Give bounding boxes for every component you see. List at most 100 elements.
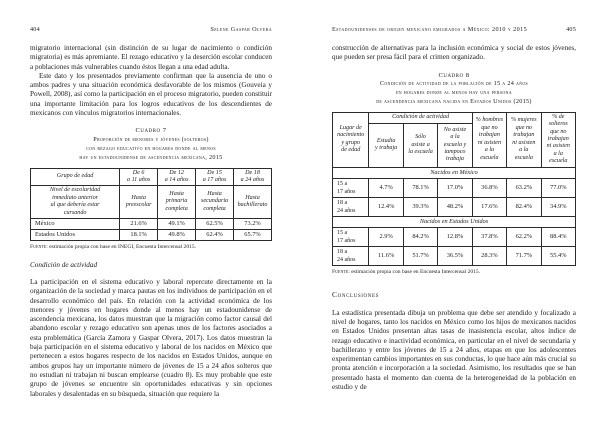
- paragraph: La estadística presentada dibuja un prob…: [332, 308, 576, 391]
- source-note: Fuente: estimación propia con base en En…: [332, 269, 576, 276]
- band-row: Nacidos en Estados Unidos: [332, 215, 576, 228]
- band-label: Nacidos en Estados Unidos: [332, 215, 576, 228]
- table-cell: 2.9%: [368, 226, 404, 247]
- table-cell: 51.7%: [402, 245, 439, 266]
- column-header: Grupo de edad: [29, 167, 121, 187]
- table-cell: 34.9%: [540, 196, 577, 217]
- column-subheader: Nivel de escolaridad inmediato anterior …: [29, 185, 121, 219]
- corner-header: Lugar de nacimiento y grupo de edad: [331, 111, 370, 168]
- row-label: México: [29, 218, 121, 230]
- band-label: Nacidos en México: [332, 166, 576, 179]
- paragraph: migratorio internacional (sin distinción…: [30, 44, 272, 71]
- column-subheader: Hasta secundaria completa: [195, 185, 235, 219]
- table-cuadro7: Grupo de edad De 6 a 11 años De 12 a 14 …: [29, 167, 272, 241]
- caption-title: Cuadro 8: [438, 71, 470, 79]
- table-cell: 28.3%: [471, 245, 508, 266]
- table-cell: 17.0%: [437, 177, 473, 198]
- page-left: 404 Selene Gaspar Olvera migratorio inte…: [29, 26, 272, 398]
- page-right: Estadounidenses de origen mexicano emigr…: [300, 0, 600, 431]
- table-subheader-row: Nivel de escolaridad inmediato anterior …: [29, 185, 272, 219]
- caption-title: Cuadro 7: [135, 127, 167, 135]
- table-caption-cuadro7: Cuadro 7 Proporción de menores y jóvenes…: [30, 127, 272, 162]
- row-label: 15 a 17 años: [331, 226, 370, 247]
- column-subheader: Hasta primaria completa: [157, 185, 197, 219]
- table-cell: 65.7%: [233, 229, 272, 241]
- table-cell: 82.4%: [506, 196, 542, 217]
- table-cell: 11.6%: [368, 245, 404, 266]
- conclusions-heading: Conclusiones: [332, 289, 379, 299]
- table-cell: 62.4%: [195, 229, 235, 241]
- column-subheader: Estudia y trabaja: [368, 123, 404, 168]
- column-header: De 15 a 17 años: [195, 167, 235, 187]
- table-cell: 77.0%: [540, 177, 577, 198]
- table-cell: 63.2%: [506, 177, 542, 198]
- table-header-row: Lugar de nacimiento y grupo de edad Cond…: [331, 111, 577, 168]
- column-subheader: No asiste a la escuela y tampoco trabaja: [437, 123, 473, 168]
- table-cell: 62.5%: [195, 218, 235, 230]
- table-cell: 84.2%: [402, 226, 439, 247]
- row-label: Estados Unidos: [29, 229, 121, 241]
- source-label: Fuente:: [30, 244, 48, 250]
- table-cell: 18.1%: [119, 229, 159, 241]
- table-cell: 71.7%: [506, 245, 542, 266]
- table-row: 18 a 24 años 11.6% 51.7% 36.5% 28.3% 71.…: [331, 245, 577, 266]
- caption-line: Condición de actividad de la población d…: [379, 80, 529, 88]
- page-header-right: Estadounidenses de origen mexicano emigr…: [332, 26, 576, 33]
- running-head-title: Estadounidenses de origen mexicano emigr…: [332, 26, 528, 33]
- table-cell: 21.6%: [119, 218, 159, 230]
- table-cell: 17.6%: [471, 196, 508, 217]
- column-header: % hombres que no trabajan ni asisten a l…: [471, 111, 508, 168]
- caption-line: Proporción de menores y jóvenes (soltero…: [93, 136, 209, 144]
- column-header: % mujeres que no trabajan ni asisten a l…: [506, 111, 542, 168]
- table-cuadro8: Lugar de nacimiento y grupo de edad Cond…: [331, 111, 577, 266]
- table-cell: 12.4%: [368, 196, 404, 217]
- caption-line: con rezago educativo en hogares donde al…: [86, 144, 216, 152]
- table-cell: 62.2%: [506, 226, 542, 247]
- table-row: 18 a 24 años 12.4% 39.3% 48.2% 17.6% 82.…: [331, 196, 577, 217]
- column-header: De 12 a 14 años: [157, 167, 197, 187]
- table-cell: 39.3%: [402, 196, 439, 217]
- column-header: % de solteros que no trabajan ni asisten…: [540, 111, 577, 168]
- folio-right: 405: [566, 26, 576, 33]
- table-cell: 37.8%: [471, 226, 508, 247]
- source-note: Fuente: estimación propia con base en IN…: [30, 244, 272, 251]
- section-heading: Condición de actividad: [30, 261, 98, 269]
- table-row: 15 a 17 años 4.7% 78.1% 17.0% 36.8% 63.2…: [331, 177, 577, 198]
- table-row: México 21.6% 49.1% 62.5% 73.2%: [29, 218, 272, 230]
- table-cell: 73.2%: [233, 218, 272, 230]
- row-label: 18 a 24 años: [331, 245, 370, 266]
- table-cell: 78.1%: [402, 177, 439, 198]
- table-cell: 4.7%: [368, 177, 404, 198]
- paragraph: Este dato y los presentados previamente …: [30, 71, 272, 118]
- group-header: Condición de actividad: [368, 111, 473, 125]
- running-head-author: Selene Gaspar Olvera: [210, 26, 272, 33]
- source-label: Fuente:: [332, 268, 350, 275]
- column-header: De 18 a 24 años: [233, 167, 272, 187]
- column-header: De 6 a 11 años: [119, 167, 159, 187]
- table-row: 15 a 17 años 2.9% 84.2% 12.8% 37.8% 62.2…: [331, 226, 577, 247]
- table-cell: 49.8%: [157, 229, 197, 241]
- column-subheader: Sólo asiste a la escuela: [402, 123, 439, 168]
- table-cell: 48.2%: [437, 196, 473, 217]
- folio-left: 404: [30, 26, 40, 33]
- source-text: estimación propia con base en Encuesta I…: [351, 268, 481, 275]
- column-subheader: Hasta bachillerato: [233, 185, 272, 219]
- table-cell: 36.5%: [437, 245, 473, 266]
- paragraph: construcción de alternativas para la inc…: [332, 44, 576, 62]
- page-header-left: 404 Selene Gaspar Olvera: [30, 26, 272, 33]
- table-row: Estados Unidos 18.1% 49.8% 62.4% 65.7%: [29, 229, 272, 241]
- table-caption-cuadro8: Cuadro 8 Condición de actividad de la po…: [332, 72, 576, 107]
- table-cell: 36.8%: [471, 177, 508, 198]
- table-cell: 49.1%: [157, 218, 197, 230]
- table-cell: 88.4%: [540, 226, 577, 247]
- row-label: 18 a 24 años: [331, 196, 370, 217]
- band-row: Nacidos en México: [332, 166, 576, 179]
- table-header-row: Grupo de edad De 6 a 11 años De 12 a 14 …: [29, 167, 272, 187]
- table-cell: 55.4%: [540, 245, 577, 266]
- caption-line: en hogares donde al menos hay una person…: [396, 89, 512, 97]
- table-subheader-row: Estudia y trabaja Sólo asiste a la escue…: [333, 123, 576, 168]
- row-label: 15 a 17 años: [331, 177, 370, 198]
- caption-line: hay un estadounidense de ascendencia mex…: [79, 153, 223, 161]
- paragraph: La participación en el sistema educativo…: [30, 278, 272, 398]
